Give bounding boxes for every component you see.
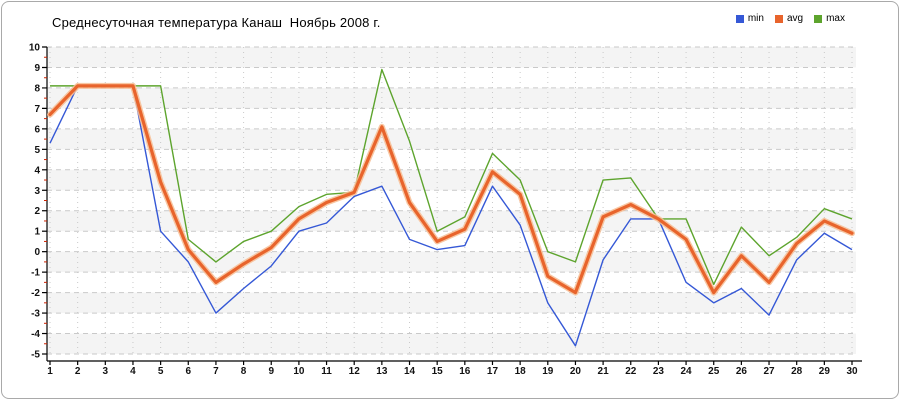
svg-text:28: 28 (791, 366, 803, 377)
svg-text:17: 17 (487, 366, 499, 377)
svg-text:0: 0 (34, 247, 40, 258)
svg-text:4: 4 (34, 165, 40, 176)
svg-text:11: 11 (321, 366, 332, 377)
svg-text:7: 7 (213, 366, 219, 377)
svg-text:30: 30 (846, 366, 858, 377)
svg-text:8: 8 (241, 366, 247, 377)
svg-text:3: 3 (103, 366, 109, 377)
svg-text:1: 1 (47, 366, 53, 377)
svg-text:-1: -1 (31, 268, 40, 279)
svg-text:2: 2 (75, 366, 81, 377)
svg-text:10: 10 (29, 43, 41, 54)
svg-text:29: 29 (819, 366, 831, 377)
legend-item-avg: avg (774, 13, 804, 24)
svg-text:5: 5 (34, 145, 40, 156)
svg-text:14: 14 (404, 366, 416, 377)
svg-text:-5: -5 (31, 350, 40, 361)
svg-text:26: 26 (736, 366, 748, 377)
legend-label-avg: avg (786, 13, 804, 24)
svg-text:-4: -4 (31, 329, 40, 340)
legend-label-min: min (747, 13, 764, 24)
svg-text:10: 10 (293, 366, 305, 377)
svg-text:-3: -3 (31, 309, 40, 320)
svg-text:4: 4 (130, 366, 136, 377)
legend-label-max: max (826, 13, 845, 24)
svg-text:5: 5 (158, 366, 164, 377)
legend-item-min: min (735, 13, 764, 24)
svg-text:13: 13 (376, 366, 388, 377)
svg-text:1: 1 (34, 227, 40, 238)
svg-text:19: 19 (542, 366, 554, 377)
chart-title: Среднесуточная температура Канаш Ноябрь … (52, 15, 381, 30)
svg-text:22: 22 (625, 366, 637, 377)
legend-swatch-avg-icon (774, 14, 783, 23)
svg-text:24: 24 (681, 366, 693, 377)
svg-text:27: 27 (763, 366, 775, 377)
svg-text:9: 9 (34, 63, 40, 74)
legend-swatch-min-icon (735, 14, 744, 23)
legend-item-max: max (814, 13, 845, 24)
svg-text:16: 16 (459, 366, 471, 377)
svg-text:3: 3 (34, 186, 40, 197)
legend: min avg max (735, 13, 845, 24)
legend-swatch-max-icon (814, 14, 823, 23)
svg-text:9: 9 (268, 366, 274, 377)
svg-text:7: 7 (34, 104, 40, 115)
svg-text:23: 23 (653, 366, 665, 377)
svg-text:-2: -2 (31, 288, 40, 299)
svg-text:8: 8 (34, 83, 40, 94)
svg-text:6: 6 (34, 124, 40, 135)
svg-text:2: 2 (34, 206, 40, 217)
svg-text:20: 20 (570, 366, 582, 377)
svg-text:25: 25 (708, 366, 720, 377)
svg-text:12: 12 (349, 366, 361, 377)
svg-text:18: 18 (515, 366, 527, 377)
svg-text:21: 21 (598, 366, 610, 377)
svg-text:6: 6 (185, 366, 191, 377)
svg-text:15: 15 (432, 366, 444, 377)
